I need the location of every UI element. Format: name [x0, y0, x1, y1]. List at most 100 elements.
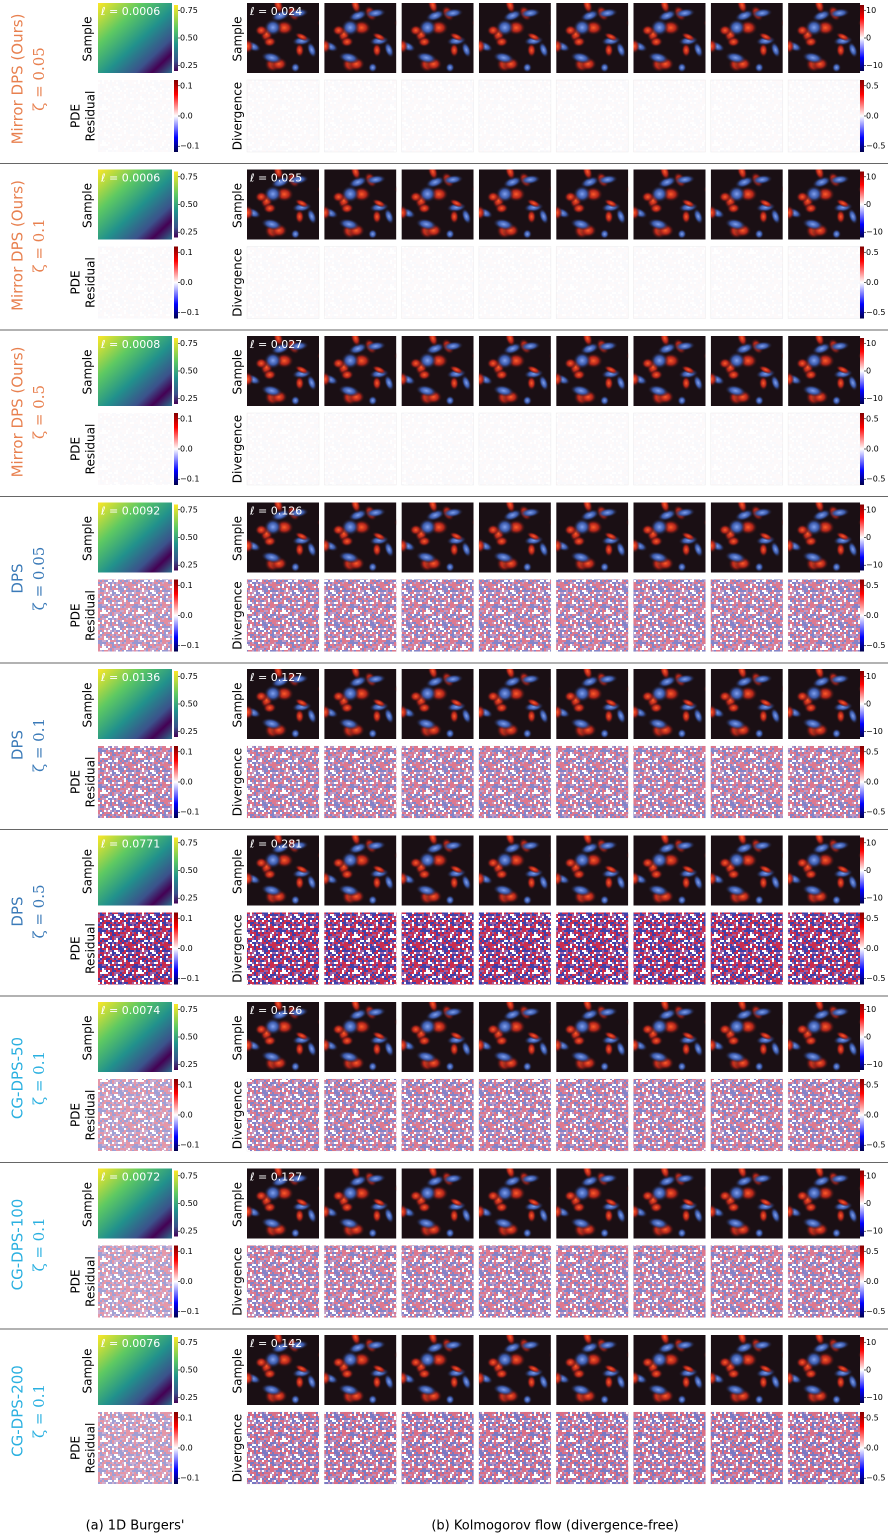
- loss-label: ℓ = 0.0092: [100, 505, 160, 518]
- colorbar-tick-label: −0.1: [180, 1141, 199, 1150]
- burgers-sample: [98, 835, 172, 906]
- colorbar-tick-label: −0.5: [866, 1474, 885, 1483]
- colorbar-tick-label: 0.1: [180, 248, 193, 257]
- colorbar-tick-label: 0.0: [180, 611, 193, 620]
- colorbar-tick-label: −0.5: [866, 1307, 885, 1316]
- loss-label: ℓ = 0.025: [249, 172, 302, 185]
- kolmogorov-divergence: [711, 80, 783, 152]
- loss-label: ℓ = 0.0076: [100, 1337, 160, 1350]
- burgers-residual: [98, 247, 172, 319]
- colorbar-tick-label: 0.50: [180, 866, 198, 875]
- loss-label: ℓ = 0.0072: [100, 1171, 160, 1184]
- colorbar-tick-label: 0.50: [180, 700, 198, 709]
- colorbar-tick-label: 0.0: [180, 944, 193, 953]
- row-label: Divergence: [231, 581, 245, 649]
- burgers-sample: [98, 502, 172, 573]
- colorbar-tick-label: 10: [866, 339, 876, 348]
- kolmogorov-divergence-bg: [787, 79, 861, 153]
- colorbar-tick-label: 0: [866, 1199, 871, 1208]
- loss-label: ℓ = 0.0136: [100, 671, 160, 684]
- loss-symbol: ℓ =: [249, 838, 271, 851]
- kolmogorov-divergence: [401, 746, 474, 818]
- row-label: Divergence: [231, 248, 245, 316]
- burgers-sample: [98, 1168, 172, 1239]
- kolmogorov-divergence: [788, 1412, 861, 1484]
- loss-value: 0.281: [271, 838, 303, 851]
- colorbar-tick-label: 0: [866, 700, 871, 709]
- burgers-residual: [98, 1412, 172, 1484]
- loss-label: ℓ = 0.127: [249, 671, 302, 684]
- zeta-label: ζ = 0.1: [30, 1384, 48, 1438]
- kolmogorov-divergence: [247, 746, 319, 818]
- colorbar-tick-label: 0.75: [180, 172, 198, 181]
- colorbar-tick-label: 10: [866, 672, 876, 681]
- kolmogorov-divergence: [556, 80, 628, 152]
- row-label: Divergence: [231, 1247, 245, 1315]
- method-label: CG-DPS-100: [9, 1199, 27, 1291]
- kolmogorov-divergence: [324, 80, 396, 152]
- loss-label: ℓ = 0.126: [249, 505, 302, 518]
- loss-value: 0.027: [271, 338, 303, 351]
- loss-symbol: ℓ =: [100, 505, 122, 518]
- colorbar: [860, 5, 864, 71]
- kolmogorov-divergence: [711, 247, 783, 319]
- colorbar-tick-label: 0.75: [180, 838, 198, 847]
- loss-label: ℓ = 0.127: [249, 1171, 302, 1184]
- kolmogorov-divergence: [710, 579, 783, 652]
- row-label: Sample: [81, 1016, 95, 1061]
- loss-value: 0.127: [271, 671, 303, 684]
- colorbar: [860, 912, 864, 985]
- kolmogorov-divergence: [633, 1245, 706, 1318]
- colorbar: [174, 1412, 178, 1484]
- row-label: Sample: [81, 516, 95, 561]
- colorbar-tick-label: −0.5: [866, 974, 885, 983]
- row-label: PDE: [69, 104, 83, 128]
- colorbar-tick-label: −10: [866, 1393, 883, 1402]
- loss-symbol: ℓ =: [249, 1004, 271, 1017]
- kolmogorov-divergence: [710, 746, 783, 818]
- colorbar: [860, 504, 864, 571]
- burgers-residual: [98, 80, 172, 152]
- colorbar-tick-label: 0.1: [180, 1413, 193, 1422]
- row-label: Sample: [231, 350, 245, 395]
- kolmogorov-divergence: [556, 1079, 629, 1151]
- colorbar-tick-label: 0.0: [180, 112, 193, 121]
- colorbar: [174, 1245, 178, 1318]
- colorbar: [174, 1004, 178, 1070]
- loss-symbol: ℓ =: [100, 1004, 122, 1017]
- kolmogorov-divergence-bg: [710, 412, 784, 486]
- kolmogorov-divergence-bg: [633, 412, 706, 486]
- colorbar-tick-label: 0.0: [866, 944, 879, 953]
- kolmogorov-divergence-bg: [555, 79, 629, 153]
- row-label: Residual: [84, 91, 98, 142]
- kolmogorov-divergence: [556, 247, 628, 319]
- colorbar-tick-label: 0.75: [180, 1338, 198, 1347]
- kolmogorov-divergence: [633, 579, 706, 652]
- kolmogorov-divergence: [324, 746, 397, 818]
- colorbar-tick-label: −0.5: [866, 641, 885, 650]
- colorbar-tick-label: 0.75: [180, 672, 198, 681]
- colorbar: [860, 413, 864, 485]
- colorbar-tick-label: 0.75: [180, 339, 198, 348]
- loss-label: ℓ = 0.142: [249, 1337, 302, 1350]
- kolmogorov-divergence-bg: [478, 79, 552, 153]
- loss-value: 0.0072: [122, 1171, 161, 1184]
- kolmogorov-divergence: [479, 247, 551, 319]
- kolmogorov-divergence: [633, 1412, 706, 1484]
- loss-value: 0.127: [271, 1171, 303, 1184]
- loss-label: ℓ = 0.0006: [100, 5, 160, 18]
- colorbar-tick-label: 0.1: [180, 1247, 193, 1256]
- colorbar-tick-label: 0.1: [180, 747, 193, 756]
- burgers-sample: [98, 3, 172, 73]
- loss-symbol: ℓ =: [100, 1171, 122, 1184]
- loss-value: 0.0006: [122, 5, 161, 18]
- colorbar-tick-label: 0.50: [180, 1199, 198, 1208]
- colorbar-tick-label: −0.1: [180, 1307, 199, 1316]
- row-label: Sample: [231, 17, 245, 62]
- colorbar: [860, 671, 864, 737]
- method-label: DPS: [9, 730, 27, 760]
- row-label: Sample: [81, 183, 95, 228]
- kolmogorov-divergence: [324, 247, 396, 319]
- colorbar-tick-label: 0.0: [866, 1277, 879, 1286]
